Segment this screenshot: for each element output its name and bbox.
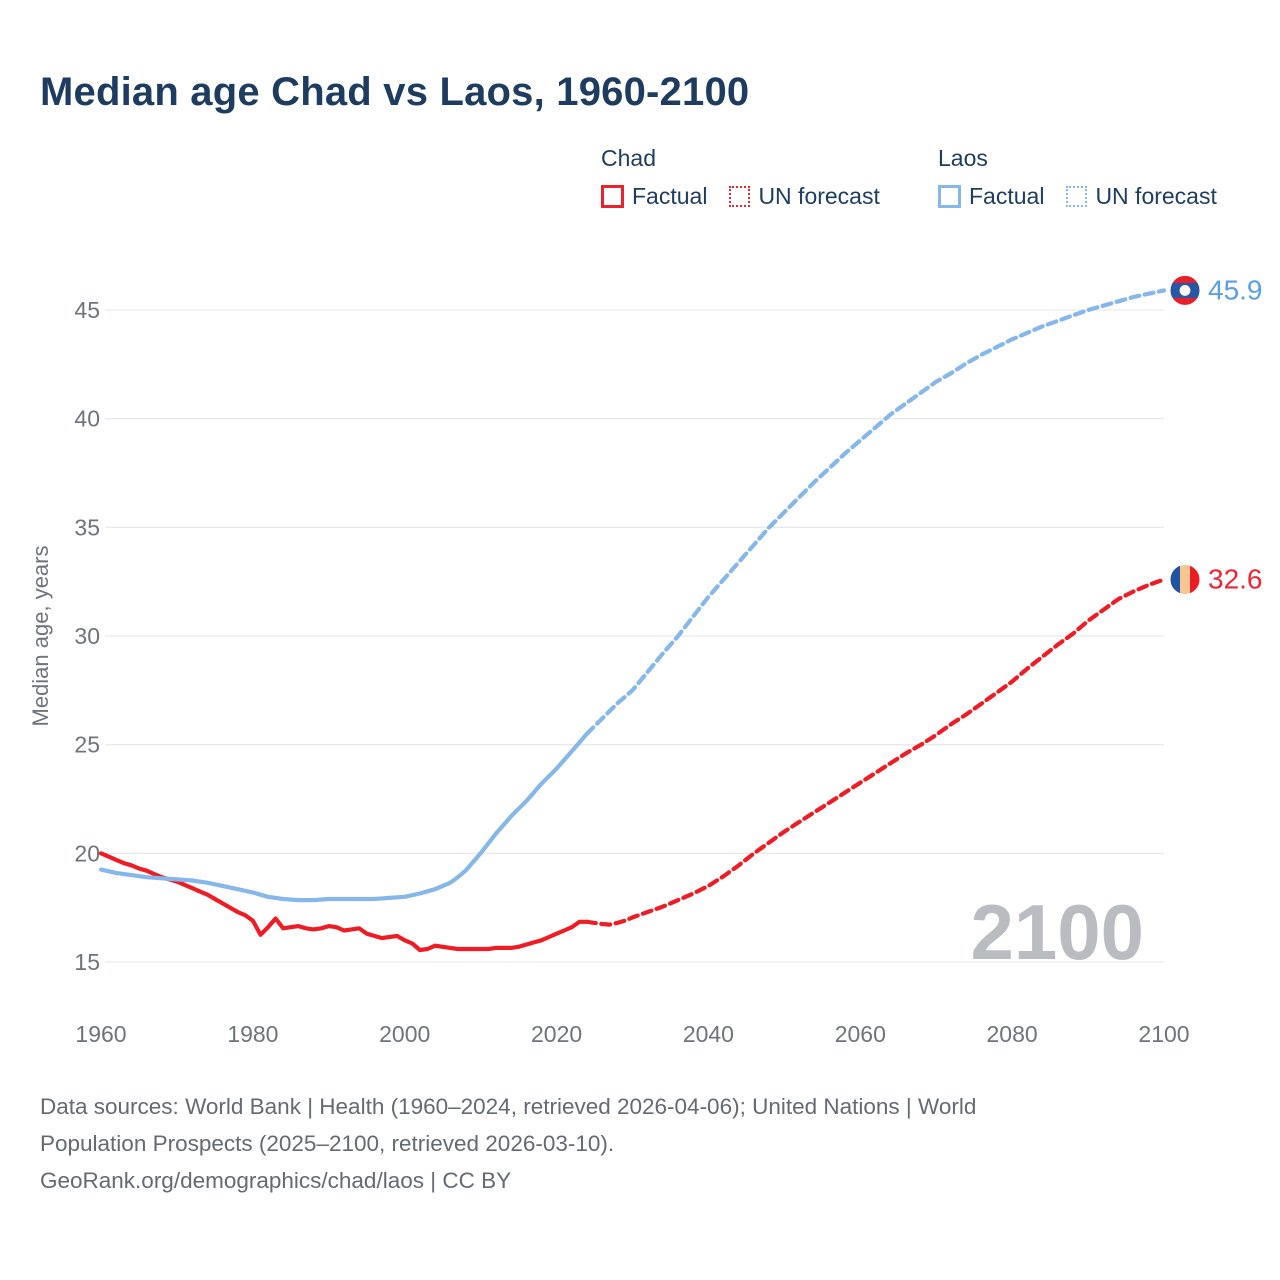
legend-item-laos-forecast: UN forecast <box>1066 183 1217 210</box>
legend-header-chad: Chad <box>601 145 656 171</box>
laos-forecast-swatch-icon <box>1066 186 1088 207</box>
x-tick-label-2040: 2040 <box>683 1021 734 1047</box>
legend-header-laos: Laos <box>938 145 988 171</box>
series-line-chad-factual <box>98 851 590 953</box>
gridlines <box>105 309 1164 963</box>
page-title: Median age Chad vs Laos, 1960-2100 <box>40 70 750 114</box>
chad-flag-marker-icon <box>1169 564 1201 595</box>
legend-label-laos-forecast: UN forecast <box>1095 183 1217 209</box>
series-line-laos-factual <box>98 731 590 903</box>
laos-flag-marker-icon <box>1169 274 1201 306</box>
chad-end-value-label: 32.6 <box>1208 564 1263 595</box>
x-tick-label-2020: 2020 <box>531 1021 582 1047</box>
legend-label-chad-forecast: UN forecast <box>758 183 880 209</box>
x-tick-label-2060: 2060 <box>835 1021 886 1047</box>
y-tick-label-25: 25 <box>74 732 100 758</box>
chad-forecast-swatch-icon <box>729 186 751 207</box>
legend-label-chad-factual: Factual <box>632 183 708 209</box>
series-line-chad-forecast <box>584 577 1167 927</box>
legend-group-chad: Chad Factual UN forecast <box>601 145 880 210</box>
y-tick-label-15: 15 <box>74 949 100 975</box>
y-tick-label-40: 40 <box>74 406 100 432</box>
legend-row-chad: Factual UN forecast <box>601 183 880 210</box>
legend-row-laos: Factual UN forecast <box>938 183 1217 210</box>
series-line-laos-forecast <box>584 288 1167 736</box>
y-axis-tick-labels: 15 20 25 30 35 40 45 <box>74 297 100 975</box>
legend-item-laos-factual: Factual <box>938 183 1044 210</box>
x-tick-label-1960: 1960 <box>75 1021 126 1047</box>
x-tick-label-2080: 2080 <box>987 1021 1038 1047</box>
legend-group-laos: Laos Factual UN forecast <box>938 145 1217 210</box>
y-tick-label-35: 35 <box>74 514 100 540</box>
median-age-line-chart: 2100 15 20 25 30 35 40 45 1960 1980 2000 2020 2040 20… <box>28 274 1263 1047</box>
y-tick-label-30: 30 <box>74 623 100 649</box>
laos-end-value-label: 45.9 <box>1208 274 1263 305</box>
chad-factual-swatch-icon <box>601 185 624 208</box>
y-axis-title: Median age, years <box>28 546 53 727</box>
footer-line-3: GeoRank.org/demographics/chad/laos | CC … <box>40 1168 512 1193</box>
legend-item-chad-forecast: UN forecast <box>729 183 880 210</box>
year-watermark: 2100 <box>970 888 1144 976</box>
data-sources-footer: Data sources: World Bank | Health (1960–… <box>40 1088 1200 1199</box>
x-tick-label-1980: 1980 <box>227 1021 278 1047</box>
x-tick-label-2000: 2000 <box>379 1021 430 1047</box>
x-axis-tick-labels: 1960 1980 2000 2020 2040 2060 2080 2100 <box>75 1021 1189 1047</box>
y-tick-label-45: 45 <box>74 297 100 323</box>
footer-line-1: Data sources: World Bank | Health (1960–… <box>40 1094 977 1119</box>
laos-factual-swatch-icon <box>938 185 961 208</box>
footer-line-2: Population Prospects (2025–2100, retriev… <box>40 1131 615 1156</box>
x-tick-label-2100: 2100 <box>1138 1021 1189 1047</box>
legend-label-laos-factual: Factual <box>969 183 1045 209</box>
y-tick-label-20: 20 <box>74 840 100 866</box>
legend-item-chad-factual: Factual <box>601 183 707 210</box>
